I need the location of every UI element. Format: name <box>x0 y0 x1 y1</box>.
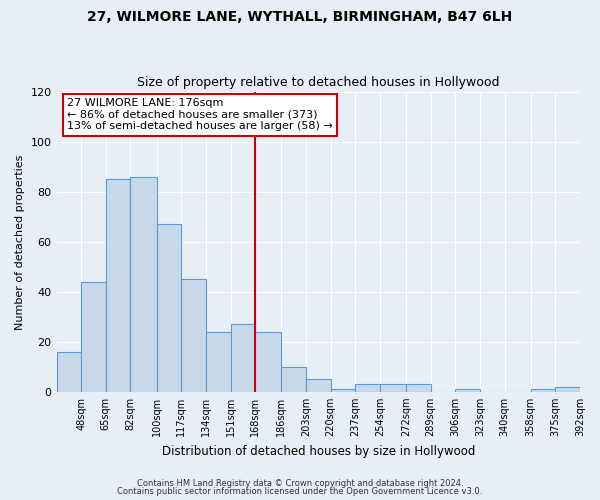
Bar <box>355 384 380 392</box>
Text: Contains public sector information licensed under the Open Government Licence v3: Contains public sector information licen… <box>118 487 482 496</box>
Text: 27, WILMORE LANE, WYTHALL, BIRMINGHAM, B47 6LH: 27, WILMORE LANE, WYTHALL, BIRMINGHAM, B… <box>88 10 512 24</box>
Bar <box>530 390 556 392</box>
Bar <box>181 280 206 392</box>
Bar <box>230 324 255 392</box>
Bar <box>106 180 130 392</box>
Bar <box>130 177 157 392</box>
Bar <box>380 384 406 392</box>
Bar <box>306 380 331 392</box>
Y-axis label: Number of detached properties: Number of detached properties <box>15 154 25 330</box>
Text: 27 WILMORE LANE: 176sqm
← 86% of detached houses are smaller (373)
13% of semi-d: 27 WILMORE LANE: 176sqm ← 86% of detache… <box>67 98 333 132</box>
Bar <box>81 282 106 392</box>
Bar <box>281 367 306 392</box>
Bar <box>206 332 230 392</box>
Bar <box>331 390 355 392</box>
Bar <box>56 352 81 392</box>
X-axis label: Distribution of detached houses by size in Hollywood: Distribution of detached houses by size … <box>161 444 475 458</box>
Text: Contains HM Land Registry data © Crown copyright and database right 2024.: Contains HM Land Registry data © Crown c… <box>137 478 463 488</box>
Bar <box>255 332 281 392</box>
Bar <box>157 224 181 392</box>
Bar <box>406 384 431 392</box>
Bar <box>556 387 580 392</box>
Title: Size of property relative to detached houses in Hollywood: Size of property relative to detached ho… <box>137 76 500 90</box>
Bar <box>455 390 480 392</box>
